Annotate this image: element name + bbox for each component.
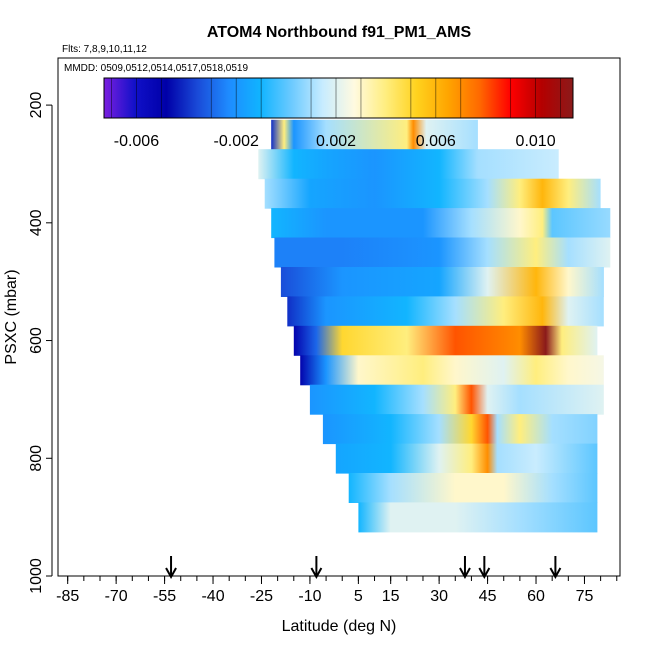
colorbar-tick-label: 0.010 [516, 133, 556, 150]
y-tick-label: 200 [28, 92, 45, 119]
data-band-800 [335, 443, 598, 474]
arrow-head [478, 567, 491, 580]
colorbar-tick-label: -0.006 [114, 133, 159, 150]
x-tick-label: 75 [576, 588, 594, 605]
arrow-head [549, 567, 562, 580]
plot-frame [57, 57, 621, 577]
data-band-750 [322, 414, 598, 445]
data-band-700 [309, 384, 604, 415]
arrow-marker [459, 556, 471, 580]
axes: -85 -70 -55 -40 -25 -10 5 15 30 45 60 75 200 400 600 80… [28, 92, 618, 605]
data-band-900 [358, 502, 598, 533]
arrow-head [165, 567, 177, 580]
data-band-450 [274, 237, 611, 268]
x-tick-label: 60 [527, 588, 545, 605]
colorbar-tick-label: 0.006 [416, 133, 456, 150]
data-band-300 [258, 149, 559, 180]
x-tick-label: -25 [250, 588, 273, 605]
y-tick-label: 800 [28, 445, 45, 472]
x-tick-label: 30 [430, 588, 448, 605]
arrow-head [310, 567, 323, 580]
x-tick-label: 15 [382, 588, 400, 605]
y-tick-label: 400 [28, 209, 45, 236]
arrow-marker [310, 556, 323, 580]
colorbar: -0.006 -0.002 0.002 0.006 0.010 [103, 77, 574, 150]
y-axis-label: PSXC (mbar) [3, 269, 20, 364]
y-tick-label: 600 [28, 327, 45, 354]
arrow-marker [165, 556, 177, 580]
chart-subtitle-dates: MMDD: 0509,0512,0514,0517,0518,0519 [64, 63, 248, 74]
data-band-400 [271, 208, 611, 239]
x-tick-label: -55 [153, 588, 176, 605]
colorbar-tick-label: -0.002 [214, 133, 259, 150]
arrow-markers [165, 556, 562, 580]
arrow-head [459, 567, 471, 580]
data-band-850 [348, 473, 598, 503]
chart-subtitle-flights: Flts: 7,8,9,10,11,12 [62, 44, 147, 55]
data-band-550 [287, 296, 604, 327]
data-rows [258, 119, 611, 533]
chart-title: ATOM4 Northbound f91_PM1_AMS [207, 24, 472, 41]
data-band-600 [293, 325, 598, 356]
x-axis-label: Latitude (deg N) [282, 618, 397, 635]
x-tick-label: -70 [105, 588, 128, 605]
x-tick-label: -40 [201, 588, 224, 605]
x-tick-label: -10 [298, 588, 321, 605]
arrow-marker [478, 556, 491, 580]
data-band-350 [264, 178, 601, 209]
colorbar-gradient [103, 77, 574, 119]
colorbar-tick-label: 0.002 [316, 133, 356, 150]
x-tick-label: -85 [56, 588, 79, 605]
arrow-marker [549, 556, 562, 580]
data-band-650 [300, 355, 604, 386]
x-tick-label: 5 [354, 588, 363, 605]
data-band-500 [280, 267, 604, 297]
data-band-250 [271, 119, 478, 150]
y-tick-label: 1000 [28, 558, 45, 594]
x-tick-label: 45 [479, 588, 497, 605]
